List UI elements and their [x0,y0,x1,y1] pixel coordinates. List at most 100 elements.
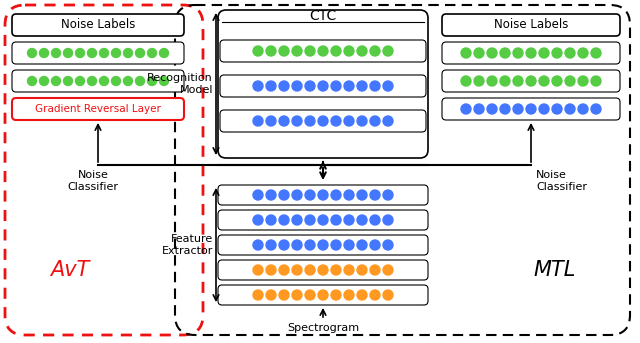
Circle shape [383,290,393,300]
Text: Noise Labels: Noise Labels [494,19,568,32]
Circle shape [253,190,263,200]
FancyBboxPatch shape [12,98,184,120]
Circle shape [344,265,354,275]
Circle shape [331,116,341,126]
Circle shape [461,104,471,114]
Circle shape [305,290,315,300]
Circle shape [383,215,393,225]
Circle shape [370,190,380,200]
Circle shape [124,76,132,85]
Circle shape [266,46,276,56]
Circle shape [331,81,341,91]
Circle shape [266,290,276,300]
Circle shape [279,46,289,56]
FancyBboxPatch shape [442,42,620,64]
Circle shape [266,190,276,200]
Circle shape [253,46,263,56]
Circle shape [565,48,575,58]
Circle shape [253,265,263,275]
Circle shape [474,104,484,114]
Circle shape [500,76,510,86]
Circle shape [279,81,289,91]
Text: Gradient Reversal Layer: Gradient Reversal Layer [35,104,161,114]
FancyBboxPatch shape [220,40,426,62]
Circle shape [357,290,367,300]
Circle shape [331,240,341,250]
Circle shape [279,265,289,275]
Circle shape [552,104,562,114]
FancyBboxPatch shape [442,14,620,36]
Circle shape [344,46,354,56]
Circle shape [487,76,497,86]
Circle shape [111,48,120,58]
Circle shape [159,48,168,58]
Circle shape [136,76,145,85]
Circle shape [305,265,315,275]
Circle shape [253,116,263,126]
FancyBboxPatch shape [220,75,426,97]
Circle shape [253,290,263,300]
Circle shape [318,81,328,91]
Circle shape [500,104,510,114]
Circle shape [370,46,380,56]
Circle shape [124,48,132,58]
Circle shape [539,104,549,114]
Circle shape [318,240,328,250]
Circle shape [88,76,97,85]
Circle shape [578,76,588,86]
Circle shape [357,265,367,275]
Circle shape [565,104,575,114]
Circle shape [305,46,315,56]
FancyBboxPatch shape [218,185,428,205]
FancyBboxPatch shape [220,110,426,132]
Circle shape [279,240,289,250]
Circle shape [331,190,341,200]
Circle shape [40,48,49,58]
Circle shape [253,240,263,250]
Circle shape [487,48,497,58]
Text: MTL: MTL [534,260,576,280]
Circle shape [279,290,289,300]
Circle shape [159,76,168,85]
Circle shape [305,116,315,126]
Circle shape [552,48,562,58]
Circle shape [266,215,276,225]
Circle shape [266,265,276,275]
Circle shape [344,116,354,126]
Circle shape [305,190,315,200]
Circle shape [344,240,354,250]
Circle shape [383,240,393,250]
FancyBboxPatch shape [12,70,184,92]
Circle shape [565,76,575,86]
Circle shape [292,265,302,275]
Circle shape [578,48,588,58]
Circle shape [526,48,536,58]
Circle shape [318,290,328,300]
Circle shape [487,104,497,114]
Circle shape [292,116,302,126]
Text: Noise
Classifier: Noise Classifier [67,170,118,192]
Circle shape [344,190,354,200]
Circle shape [147,76,157,85]
Text: Recognition
Model: Recognition Model [147,73,213,95]
Circle shape [357,190,367,200]
Circle shape [370,116,380,126]
Circle shape [28,48,36,58]
Circle shape [344,81,354,91]
Circle shape [383,116,393,126]
FancyBboxPatch shape [442,70,620,92]
Circle shape [370,215,380,225]
Circle shape [331,290,341,300]
Circle shape [253,81,263,91]
Circle shape [99,48,109,58]
Circle shape [370,265,380,275]
Circle shape [513,48,523,58]
Circle shape [147,48,157,58]
Circle shape [357,116,367,126]
Circle shape [63,76,72,85]
Circle shape [591,104,601,114]
Circle shape [305,81,315,91]
Circle shape [253,215,263,225]
FancyBboxPatch shape [442,98,620,120]
Circle shape [63,48,72,58]
